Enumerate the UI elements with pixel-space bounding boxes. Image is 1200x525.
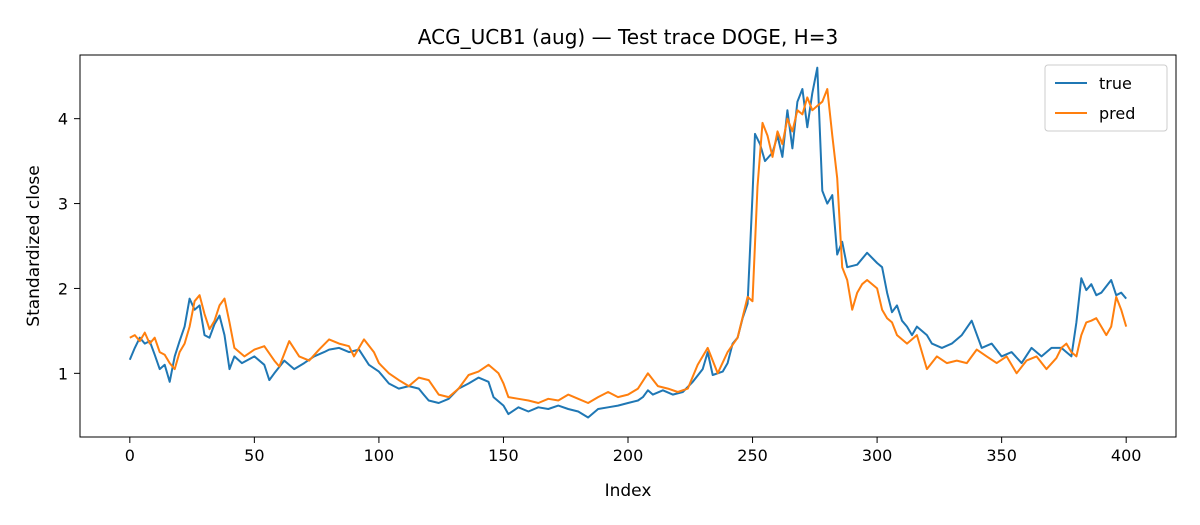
x-tick-label: 100 bbox=[364, 446, 395, 465]
y-tick-label: 2 bbox=[58, 279, 68, 298]
series-line-true bbox=[128, 66, 1127, 419]
chart-title: ACG_UCB1 (aug) — Test trace DOGE, H=3 bbox=[418, 25, 838, 49]
y-axis: 1 2 3 4 bbox=[58, 110, 80, 383]
x-tick-label: 0 bbox=[125, 446, 135, 465]
x-tick-label: 400 bbox=[1111, 446, 1142, 465]
y-tick-label: 4 bbox=[58, 110, 68, 129]
plot-frame bbox=[79, 54, 1177, 438]
x-tick-label: 150 bbox=[488, 446, 519, 465]
plot-area bbox=[128, 66, 1128, 419]
x-tick-label: 50 bbox=[244, 446, 264, 465]
legend-box bbox=[1044, 64, 1168, 132]
legend-label-true: true bbox=[1099, 74, 1132, 93]
legend-label-pred: pred bbox=[1099, 104, 1135, 123]
x-tick-label: 200 bbox=[613, 446, 644, 465]
y-tick-label: 1 bbox=[58, 364, 68, 383]
y-axis-label: Standardized close bbox=[24, 165, 44, 326]
series-line-pred bbox=[129, 88, 1128, 404]
y-tick-label: 3 bbox=[58, 195, 68, 214]
x-axis-label: Index bbox=[605, 481, 652, 501]
x-tick-label: 350 bbox=[986, 446, 1017, 465]
x-tick-label: 300 bbox=[862, 446, 893, 465]
legend: true pred bbox=[1044, 64, 1168, 132]
x-tick-label: 250 bbox=[737, 446, 768, 465]
x-axis: 0 50 100 150 200 250 300 350 400 bbox=[125, 437, 1142, 465]
